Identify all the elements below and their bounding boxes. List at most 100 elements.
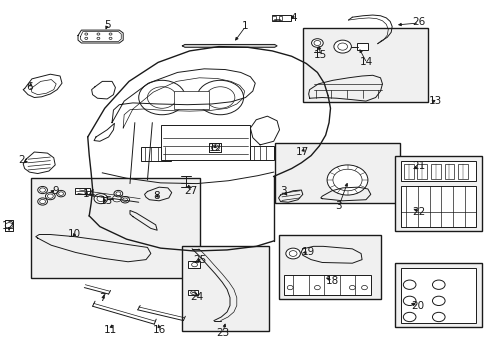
Bar <box>400 268 475 323</box>
Circle shape <box>431 296 444 306</box>
Text: 18: 18 <box>325 276 339 286</box>
Circle shape <box>125 180 156 203</box>
Bar <box>278 235 380 299</box>
Text: 17: 17 <box>296 147 309 157</box>
Circle shape <box>332 169 361 191</box>
Circle shape <box>109 33 112 35</box>
Bar <box>188 261 200 268</box>
Circle shape <box>288 251 296 256</box>
Circle shape <box>314 285 320 290</box>
Circle shape <box>38 186 47 194</box>
Circle shape <box>147 87 176 108</box>
Text: 14: 14 <box>360 57 373 67</box>
Circle shape <box>94 194 107 204</box>
Text: 16: 16 <box>153 325 166 335</box>
Circle shape <box>97 33 100 35</box>
Bar <box>250 146 273 160</box>
Circle shape <box>403 280 415 289</box>
Polygon shape <box>182 44 277 47</box>
Text: 10: 10 <box>68 229 81 239</box>
Text: 14: 14 <box>82 189 96 199</box>
Circle shape <box>84 33 87 35</box>
Bar <box>274 143 399 203</box>
Circle shape <box>5 223 13 228</box>
Circle shape <box>337 43 347 50</box>
Text: 15: 15 <box>313 50 327 60</box>
Circle shape <box>285 248 300 259</box>
Text: 19: 19 <box>302 247 315 257</box>
Bar <box>278 17 282 20</box>
Circle shape <box>97 196 104 202</box>
Circle shape <box>109 37 112 40</box>
Circle shape <box>40 199 45 204</box>
Bar <box>400 186 475 226</box>
Bar <box>394 156 481 231</box>
Circle shape <box>116 192 121 195</box>
Circle shape <box>97 37 100 40</box>
Circle shape <box>197 80 243 115</box>
Text: 20: 20 <box>410 301 424 311</box>
Circle shape <box>112 195 121 202</box>
Circle shape <box>47 194 53 198</box>
Text: 4: 4 <box>290 13 297 23</box>
Circle shape <box>40 188 45 192</box>
Text: 22: 22 <box>412 207 425 217</box>
Circle shape <box>59 192 63 195</box>
Bar <box>430 164 440 179</box>
Circle shape <box>431 280 444 289</box>
Bar <box>272 17 276 20</box>
Bar <box>160 125 250 160</box>
Bar <box>403 164 413 179</box>
Circle shape <box>139 80 185 115</box>
Bar <box>75 188 90 194</box>
Bar <box>394 263 481 327</box>
Bar <box>272 15 290 22</box>
Text: 12: 12 <box>208 143 221 153</box>
Circle shape <box>431 312 444 321</box>
Text: 9: 9 <box>52 186 59 197</box>
Text: 15: 15 <box>100 196 113 206</box>
Circle shape <box>38 198 47 205</box>
Circle shape <box>287 285 292 290</box>
Circle shape <box>122 198 127 202</box>
Bar <box>400 161 475 181</box>
Circle shape <box>211 145 219 150</box>
Text: 24: 24 <box>190 292 203 302</box>
Bar <box>284 275 370 296</box>
Bar <box>31 178 200 278</box>
Circle shape <box>84 37 87 40</box>
Text: 13: 13 <box>428 96 442 106</box>
Bar <box>356 43 367 50</box>
Text: 11: 11 <box>104 325 117 335</box>
Text: 3: 3 <box>280 186 286 197</box>
Bar <box>444 164 453 179</box>
Circle shape <box>205 87 234 108</box>
Text: 26: 26 <box>412 17 425 27</box>
Text: 1: 1 <box>242 21 248 31</box>
Circle shape <box>45 193 55 200</box>
Text: 7: 7 <box>99 293 105 303</box>
Circle shape <box>311 39 323 47</box>
Text: 21: 21 <box>412 161 425 171</box>
Text: 3: 3 <box>335 201 342 211</box>
Circle shape <box>326 165 367 195</box>
Circle shape <box>361 285 366 290</box>
Text: 12: 12 <box>2 221 15 231</box>
Circle shape <box>403 296 415 306</box>
Text: 6: 6 <box>26 82 33 92</box>
Bar <box>182 246 268 331</box>
Circle shape <box>57 190 65 197</box>
Bar <box>141 147 171 161</box>
Circle shape <box>333 40 351 53</box>
Bar <box>417 164 426 179</box>
Bar <box>302 28 427 102</box>
Text: 25: 25 <box>192 255 205 265</box>
Text: 8: 8 <box>153 191 160 201</box>
Circle shape <box>191 262 197 267</box>
Text: 23: 23 <box>216 328 229 338</box>
Text: 2: 2 <box>18 155 24 165</box>
Circle shape <box>190 291 195 294</box>
Text: 27: 27 <box>184 186 197 197</box>
Circle shape <box>121 197 129 203</box>
Bar <box>188 290 198 296</box>
